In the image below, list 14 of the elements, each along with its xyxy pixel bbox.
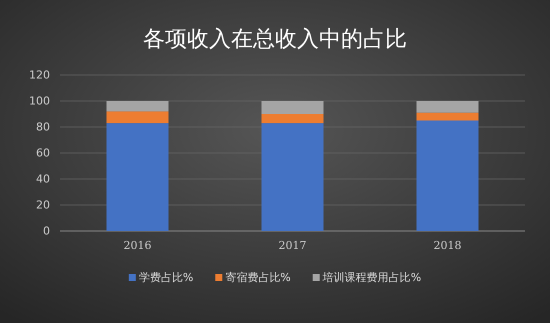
x-tick-label: 2016: [124, 238, 152, 252]
y-tick-label: 80: [36, 120, 50, 134]
x-tick-label: 2017: [278, 238, 306, 252]
x-tick-label: 2018: [434, 238, 462, 252]
y-tick-label: 120: [29, 68, 50, 82]
y-tick-label: 20: [36, 198, 50, 212]
chart-title: 各项收入在总收入中的占比: [143, 27, 407, 52]
y-tick-label: 0: [43, 224, 50, 238]
y-tick-label: 40: [36, 172, 50, 186]
y-tick-label: 60: [36, 146, 50, 160]
legend-label: 学费占比%: [138, 271, 194, 284]
y-tick-label: 100: [29, 94, 50, 108]
legend-label: 寄宿费占比%: [225, 271, 291, 284]
legend-label: 培训课程费用占比%: [322, 271, 422, 284]
